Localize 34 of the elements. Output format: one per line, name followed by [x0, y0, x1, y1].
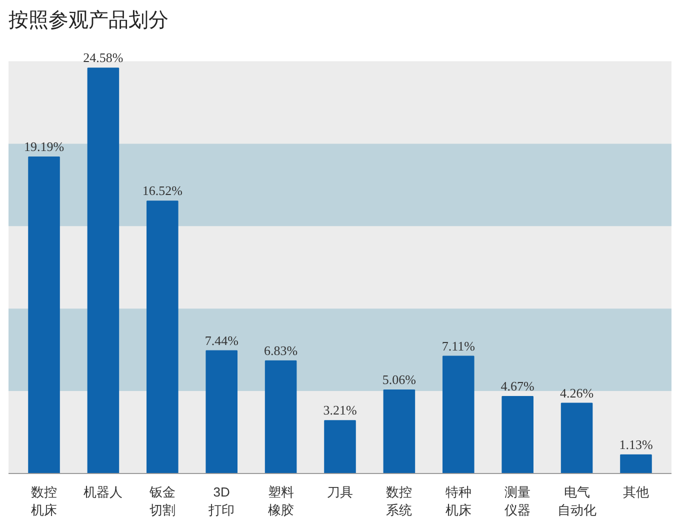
x-tick-label: 机器人 — [84, 484, 123, 500]
x-tick-label: 钣金切割 — [148, 484, 176, 518]
bar — [264, 360, 297, 474]
data-label: 4.67% — [500, 378, 535, 394]
chart-title: 按照参观产品划分 — [8, 8, 168, 32]
bar — [146, 200, 178, 474]
x-tick-label: 数控系统 — [386, 484, 412, 518]
data-label: 3.21% — [323, 402, 357, 418]
data-label: 16.52% — [142, 183, 183, 198]
data-label: 6.83% — [264, 342, 298, 358]
bar — [87, 68, 120, 474]
data-label: 7.44% — [204, 332, 239, 348]
x-tick-label: 塑料橡胶 — [268, 484, 294, 518]
bar — [442, 356, 474, 474]
x-tick-label: 刀具 — [327, 484, 353, 500]
data-label: 19.19% — [24, 139, 64, 154]
x-tick-label: 其他 — [622, 484, 649, 500]
data-label: 7.11% — [442, 338, 476, 354]
x-tick-label: 3D打印 — [208, 484, 235, 518]
bar — [28, 156, 60, 474]
data-label: 4.26% — [560, 385, 594, 400]
bar — [383, 390, 416, 474]
x-tick-label: 电气自动化 — [557, 484, 596, 518]
bar — [560, 402, 593, 474]
data-label: 1.13% — [619, 436, 653, 452]
bar — [206, 350, 238, 474]
bar — [620, 454, 652, 474]
x-tick-label: 测量仪器 — [504, 484, 531, 518]
data-label: 5.06% — [382, 372, 416, 388]
bar — [324, 420, 356, 474]
x-tick-label: 特种机床 — [445, 484, 472, 518]
x-tick-label: 数控机床 — [31, 484, 58, 518]
bar — [502, 396, 534, 474]
data-label: 24.58% — [83, 50, 124, 66]
